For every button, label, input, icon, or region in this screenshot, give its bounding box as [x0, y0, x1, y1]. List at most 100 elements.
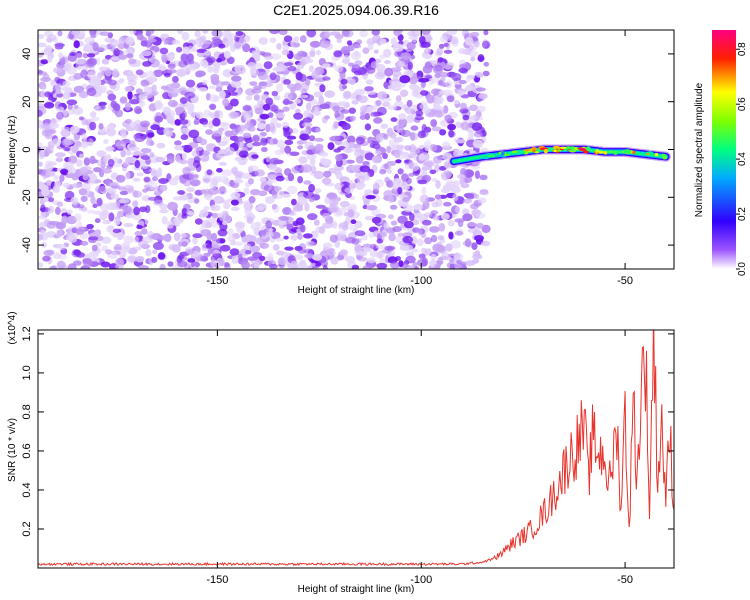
noise-blob: [411, 104, 419, 111]
noise-blob: [135, 88, 143, 94]
noise-blob: [383, 163, 389, 170]
noise-blob: [253, 94, 260, 101]
noise-blob: [384, 176, 390, 184]
noise-blob: [184, 102, 194, 111]
noise-blob: [459, 102, 467, 111]
noise-blob: [38, 103, 45, 109]
noise-blob: [297, 196, 308, 206]
noise-blob: [186, 87, 196, 93]
noise-blob: [265, 196, 275, 204]
noise-blob: [281, 49, 290, 56]
noise-blob: [413, 203, 423, 210]
noise-blob: [133, 190, 139, 198]
noise-blob: [102, 219, 111, 225]
noise-blob: [128, 58, 137, 65]
noise-blob: [203, 109, 212, 118]
noise-blob: [481, 224, 491, 234]
noise-blob: [455, 139, 466, 144]
noise-blob: [66, 209, 73, 215]
noise-blob: [218, 175, 229, 183]
noise-blob: [358, 95, 368, 104]
noise-blob: [48, 197, 55, 203]
noise-blob: [475, 212, 486, 219]
noise-blob: [482, 70, 490, 77]
noise-blob: [388, 233, 396, 242]
noise-blob: [249, 245, 261, 253]
noise-blob: [398, 113, 407, 120]
noise-blob: [212, 130, 223, 137]
noise-blob: [85, 63, 95, 68]
noise-blob: [365, 79, 374, 85]
noise-blob: [339, 200, 350, 208]
noise-blob: [347, 209, 355, 218]
noise-blob: [419, 194, 429, 204]
noise-blob: [89, 121, 97, 131]
noise-blob: [224, 130, 233, 137]
noise-blob: [464, 260, 476, 266]
noise-blob: [443, 64, 454, 70]
noise-blob: [393, 125, 400, 131]
noise-blob: [297, 233, 303, 240]
spectrogram-y-label: Frequency (Hz): [7, 116, 18, 185]
noise-blob: [80, 240, 89, 246]
noise-blob: [298, 156, 308, 164]
noise-blob: [355, 88, 365, 96]
noise-blob: [275, 123, 282, 128]
noise-blob: [471, 242, 478, 250]
noise-blob: [257, 203, 267, 210]
noise-blob: [210, 221, 220, 228]
noise-blob: [291, 127, 299, 134]
noise-blob: [313, 110, 321, 116]
y-tick-label: 0.2: [21, 521, 33, 536]
noise-blob: [267, 253, 274, 261]
noise-blob: [392, 187, 399, 196]
noise-blob: [45, 180, 53, 186]
noise-blob: [219, 258, 225, 267]
noise-blob: [118, 36, 125, 46]
noise-blob: [245, 95, 253, 101]
noise-blob: [52, 252, 61, 259]
noise-blob: [348, 141, 356, 148]
noise-blob: [462, 208, 470, 215]
noise-blob: [388, 105, 397, 110]
noise-blob: [259, 242, 270, 249]
noise-blob: [309, 40, 321, 48]
noise-blob: [359, 115, 366, 120]
noise-blob: [231, 75, 242, 82]
noise-blob: [215, 80, 224, 90]
noise-blob: [217, 30, 223, 38]
noise-blob: [367, 257, 376, 264]
noise-blob: [444, 114, 452, 122]
noise-blob: [329, 234, 338, 243]
noise-blob: [388, 139, 399, 147]
noise-blob: [443, 201, 452, 207]
noise-blob: [390, 261, 400, 269]
colorbar-tick-label: 0.2: [737, 207, 748, 221]
noise-blob: [210, 74, 220, 81]
y-tick-label: 0: [21, 146, 33, 152]
noise-blob: [426, 36, 433, 41]
noise-blob: [465, 84, 474, 92]
noise-blob: [188, 129, 200, 139]
noise-blob: [38, 42, 47, 48]
noise-blob: [293, 254, 304, 261]
noise-blob: [134, 160, 141, 169]
noise-blob: [87, 53, 96, 58]
noise-blob: [125, 171, 131, 180]
noise-blob: [406, 99, 413, 108]
noise-blob: [155, 156, 165, 163]
noise-blob: [211, 232, 217, 242]
noise-blob: [126, 53, 134, 59]
noise-blob: [223, 202, 231, 210]
noise-blob: [219, 90, 226, 99]
noise-blob: [112, 228, 122, 234]
snr-x-ticks: -150 -100 -50: [206, 330, 633, 586]
noise-blob: [75, 52, 83, 59]
noise-blob: [107, 93, 117, 102]
noise-blob: [92, 203, 98, 208]
noise-blob: [153, 186, 164, 195]
noise-blob: [231, 128, 239, 136]
noise-blob: [181, 152, 187, 160]
noise-blob: [437, 256, 444, 266]
noise-blob: [409, 83, 419, 90]
